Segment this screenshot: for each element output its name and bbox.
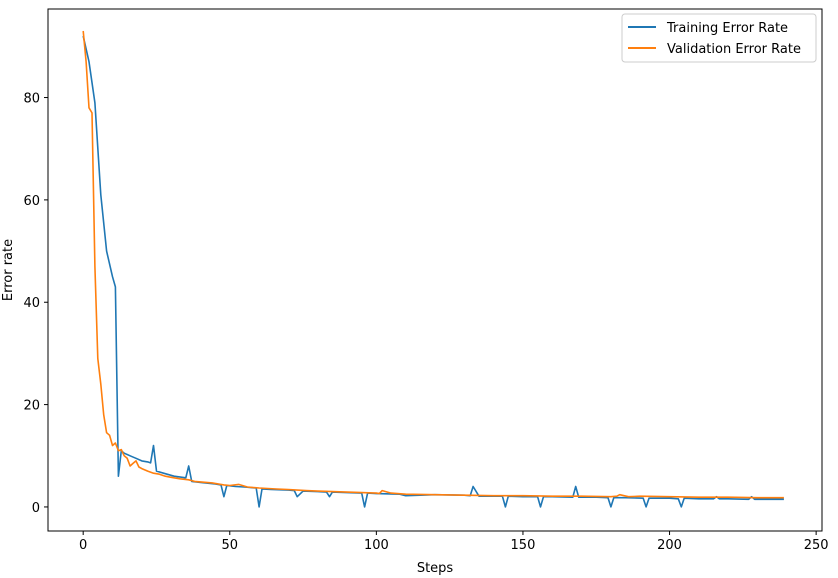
x-tick-label: 50 — [221, 538, 238, 553]
x-tick-label: 250 — [804, 538, 829, 553]
y-tick-label: 60 — [23, 194, 40, 209]
legend-label-validation: Validation Error Rate — [667, 42, 801, 57]
x-tick-label: 200 — [657, 538, 682, 553]
x-tick-label: 0 — [79, 538, 87, 553]
legend: Training Error Rate Validation Error Rat… — [621, 13, 817, 63]
series-line-validation — [82, 30, 784, 499]
y-tick-label: 20 — [23, 399, 40, 414]
y-tick-label: 40 — [23, 296, 40, 311]
x-tick-label: 100 — [364, 538, 389, 553]
legend-box — [621, 13, 817, 63]
series-lines — [82, 30, 784, 508]
x-tick-label: 150 — [511, 538, 536, 553]
y-axis-ticks: 0 20 40 60 80 — [23, 92, 48, 516]
plot-area — [48, 9, 822, 531]
y-tick-label: 80 — [23, 92, 40, 107]
legend-label-training: Training Error Rate — [666, 21, 788, 36]
x-axis-ticks: 0 50 100 150 200 250 — [79, 531, 829, 553]
plot-frame — [47, 8, 823, 532]
y-axis-label: Error rate — [1, 239, 16, 301]
x-axis-label: Steps — [417, 561, 454, 576]
series-line-training — [82, 35, 784, 508]
y-tick-label: 0 — [32, 501, 40, 516]
